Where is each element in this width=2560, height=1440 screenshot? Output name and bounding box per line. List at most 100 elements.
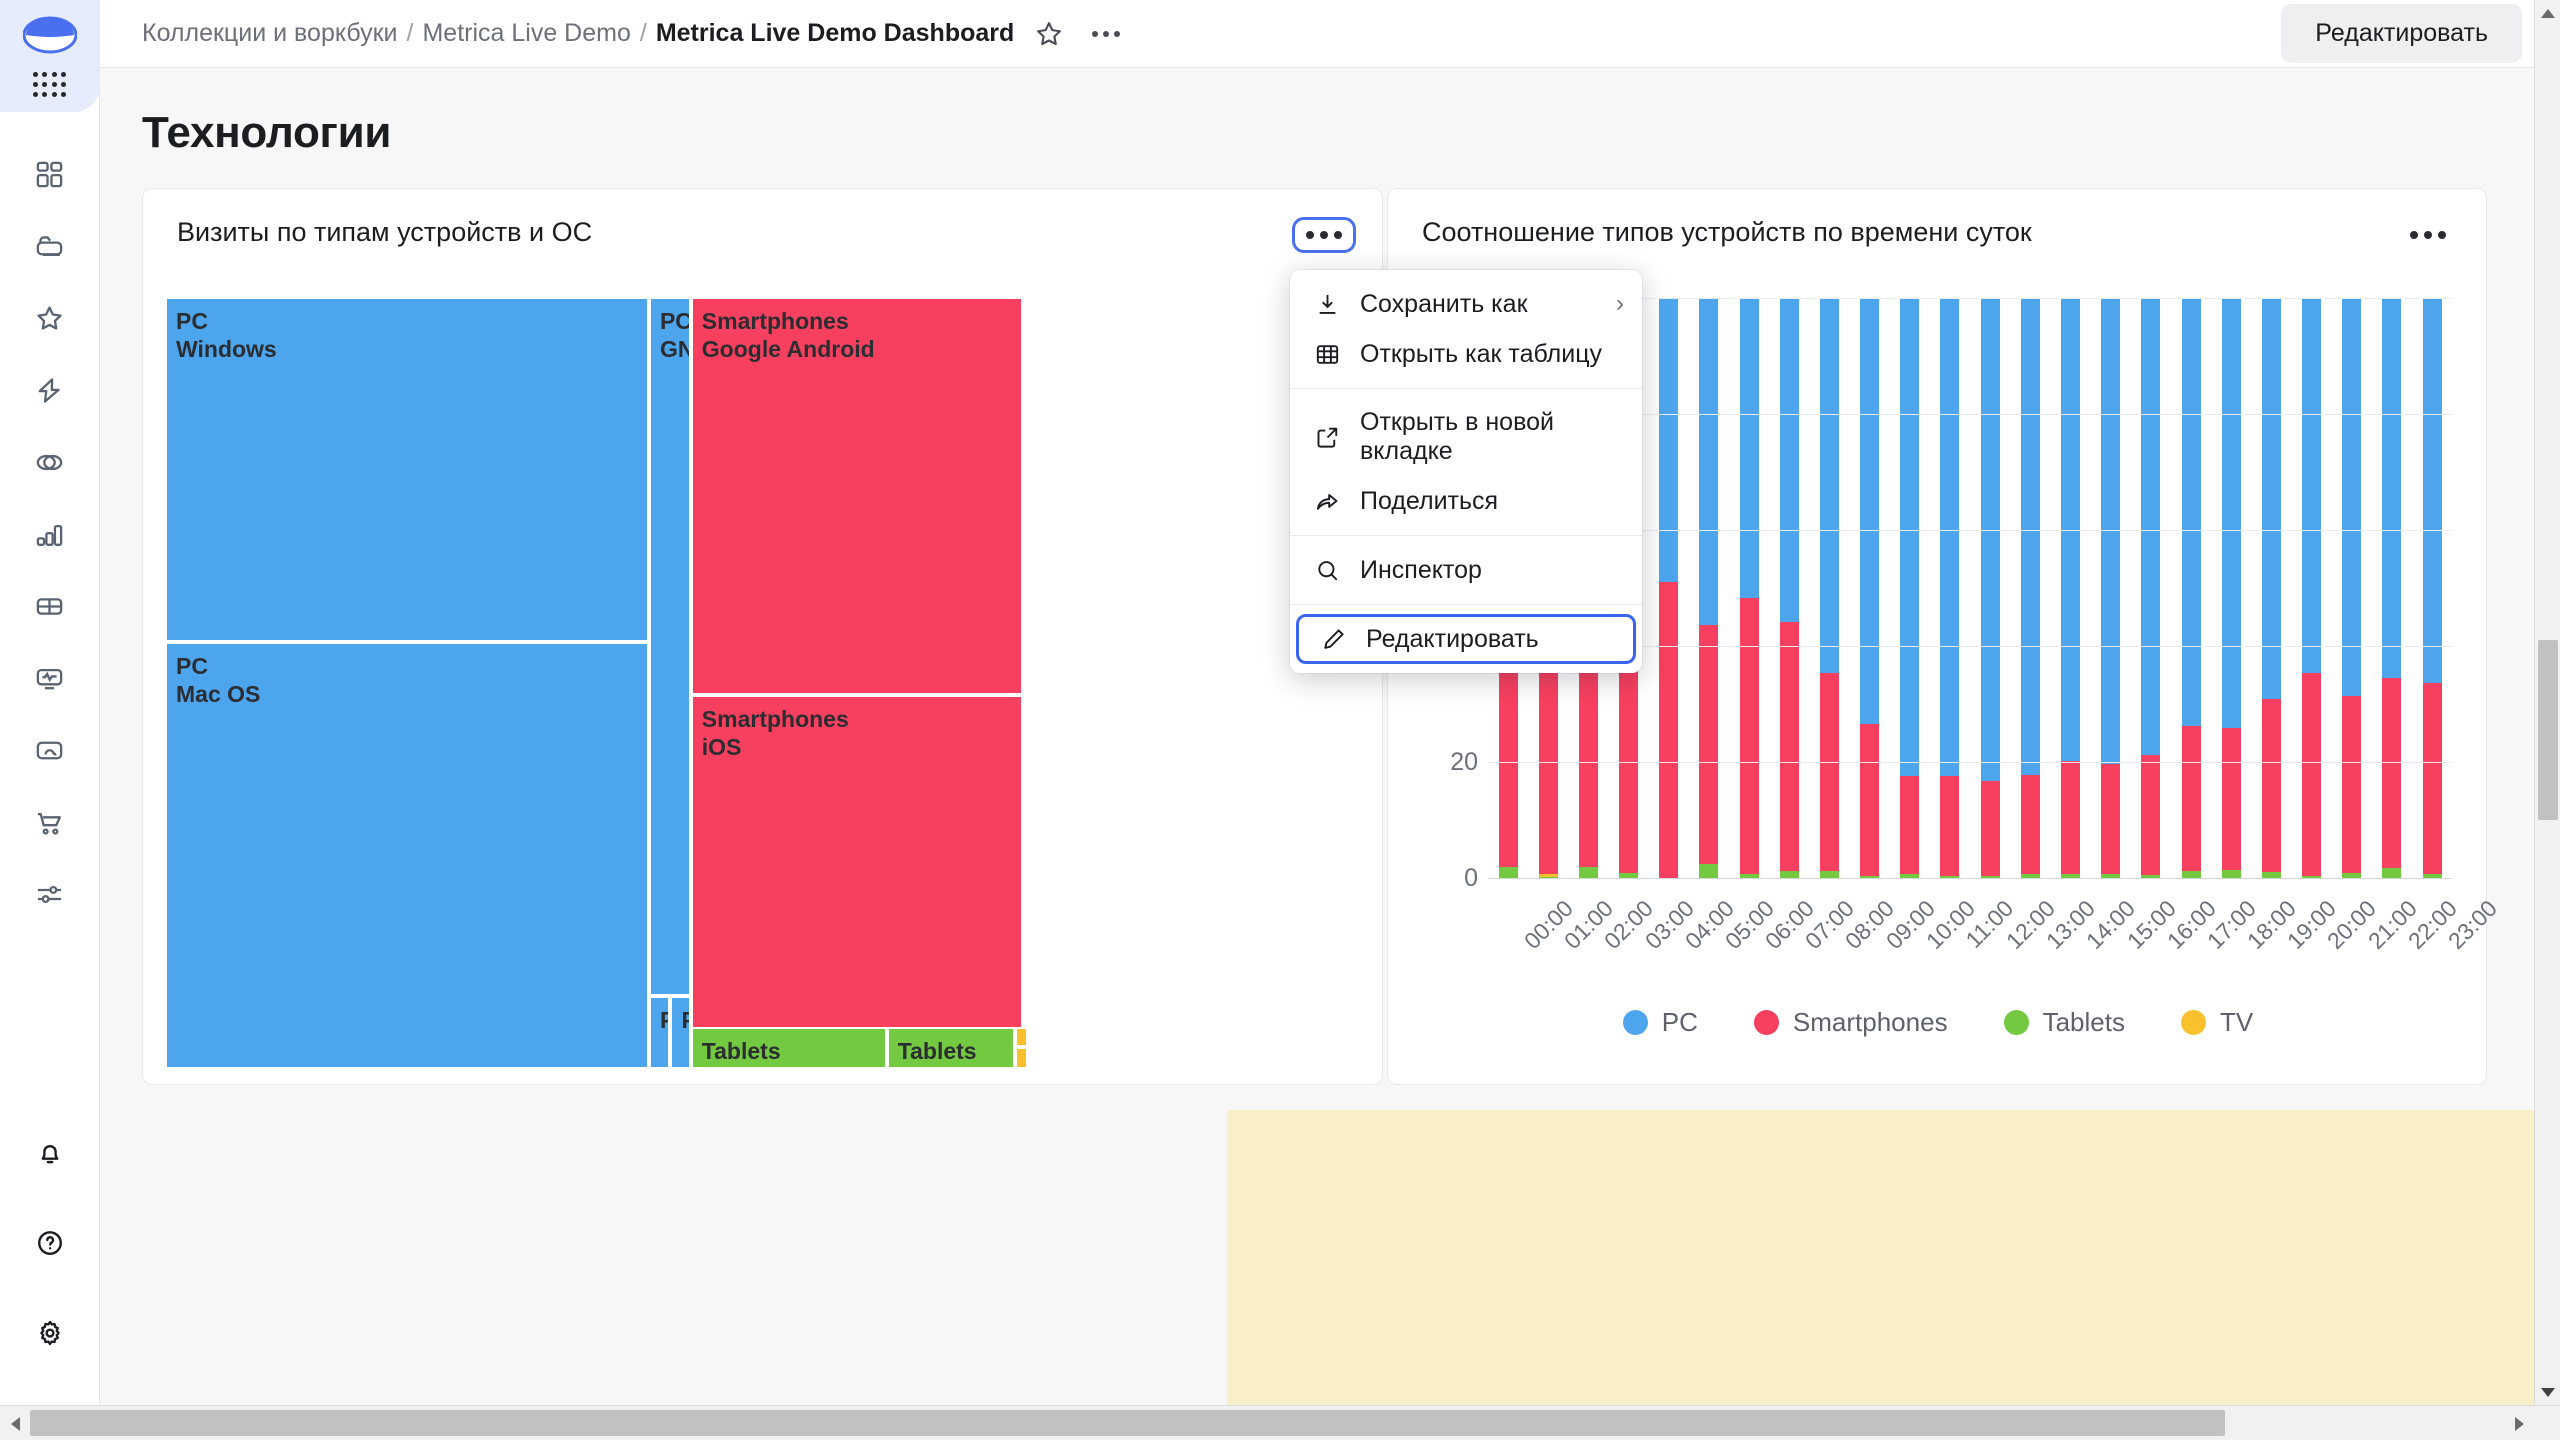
bar-segment-pc[interactable] <box>1980 299 2000 781</box>
bar-segment-sp[interactable] <box>1900 776 1920 874</box>
bar-column[interactable] <box>1850 299 1890 879</box>
menu-item[interactable]: Открыть в новой вкладке <box>1290 398 1642 476</box>
bar-segment-tb[interactable] <box>2141 874 2161 879</box>
bar-segment-pc[interactable] <box>2181 299 2201 726</box>
bar-segment-tb[interactable] <box>2382 867 2402 879</box>
menu-item[interactable]: Открыть как таблицу <box>1290 329 1642 379</box>
legend-item[interactable]: Tablets <box>2003 1007 2125 1038</box>
widget-menu-button[interactable] <box>1292 217 1356 253</box>
menu-item[interactable]: Инспектор <box>1290 545 1642 595</box>
stacked-bar[interactable] <box>1900 299 1920 879</box>
bar-segment-tb[interactable] <box>1940 876 1960 879</box>
bar-column[interactable] <box>1649 299 1689 879</box>
scroll-down-arrow[interactable] <box>2535 1379 2560 1405</box>
bar-segment-tb[interactable] <box>1578 867 1598 879</box>
bar-segment-pc[interactable] <box>1940 299 1960 776</box>
sidebar-item-datasets[interactable] <box>14 426 86 498</box>
bar-segment-sp[interactable] <box>1860 724 1880 877</box>
bar-column[interactable] <box>1769 299 1809 879</box>
sidebar-item-settings-sliders[interactable] <box>14 858 86 930</box>
treemap-tile[interactable]: Smartphones iOS <box>690 694 1023 1069</box>
breadcrumb-item-collections[interactable]: Коллекции и воркбуки <box>142 19 398 47</box>
bar-segment-tb[interactable] <box>2221 870 2241 879</box>
bar-segment-tb[interactable] <box>1538 876 1558 879</box>
bar-column[interactable] <box>2291 299 2331 879</box>
bar-segment-tb[interactable] <box>2302 876 2322 879</box>
vertical-scroll-thumb[interactable] <box>2538 640 2558 820</box>
bar-segment-tb[interactable] <box>1739 874 1759 879</box>
sidebar-item-marketplace[interactable] <box>14 786 86 858</box>
bar-segment-pc[interactable] <box>2141 299 2161 755</box>
sidebar-item-monitoring[interactable] <box>14 642 86 714</box>
bar-segment-tb[interactable] <box>2342 873 2362 879</box>
bar-segment-pc[interactable] <box>2422 299 2442 683</box>
bar-segment-sp[interactable] <box>2342 696 2362 874</box>
bar-segment-pc[interactable] <box>1699 299 1719 625</box>
bar-segment-sp[interactable] <box>2221 727 2241 871</box>
stacked-bar[interactable] <box>2382 299 2402 879</box>
stacked-bar[interactable] <box>2422 299 2442 879</box>
bar-column[interactable] <box>2171 299 2211 879</box>
ellipsis-icon[interactable] <box>1086 25 1126 43</box>
bar-segment-pc[interactable] <box>2261 299 2281 699</box>
bar-segment-tb[interactable] <box>2060 873 2080 879</box>
bar-segment-tb[interactable] <box>2020 873 2040 879</box>
stacked-bar[interactable] <box>2221 299 2241 879</box>
bar-segment-tb[interactable] <box>1619 873 1639 879</box>
datalens-logo-icon[interactable] <box>22 12 77 58</box>
bar-segment-pc[interactable] <box>1819 299 1839 673</box>
bar-segment-sp[interactable] <box>1699 624 1719 864</box>
legend-item[interactable]: PC <box>1622 1007 1698 1038</box>
bar-segment-pc[interactable] <box>2101 299 2121 765</box>
sidebar-item-notifications[interactable] <box>14 1117 86 1189</box>
bar-column[interactable] <box>1890 299 1930 879</box>
bar-segment-pc[interactable] <box>2020 299 2040 776</box>
treemap-tile[interactable]: TV <box>1014 1026 1028 1048</box>
sidebar-item-dashboards[interactable] <box>14 138 86 210</box>
bar-segment-sp[interactable] <box>2181 725 2201 871</box>
bar-column[interactable] <box>1970 299 2010 879</box>
bar-segment-tb[interactable] <box>1699 863 1719 879</box>
bar-segment-tb[interactable] <box>1860 876 1880 879</box>
bar-segment-sp[interactable] <box>2302 672 2322 877</box>
stacked-bar[interactable] <box>2141 299 2161 879</box>
treemap-tile[interactable]: PCGNU… <box>648 297 691 996</box>
bar-segment-pc[interactable] <box>2382 299 2402 678</box>
bar-segment-tb[interactable] <box>1900 873 1920 879</box>
stacked-bar[interactable] <box>2060 299 2080 879</box>
bar-segment-sp[interactable] <box>2382 677 2402 868</box>
bar-column[interactable] <box>2332 299 2372 879</box>
bar-column[interactable] <box>2372 299 2412 879</box>
bar-segment-pc[interactable] <box>1739 299 1759 599</box>
sidebar-item-charts[interactable] <box>14 498 86 570</box>
treemap-tile[interactable]: PC Mac OS <box>165 642 649 1069</box>
legend-item[interactable]: TV <box>2180 1007 2253 1038</box>
bar-segment-tv[interactable] <box>1538 873 1558 877</box>
treemap-tile[interactable]: PC <box>670 995 691 1069</box>
apps-grid-icon[interactable] <box>32 72 67 98</box>
sidebar-item-settings[interactable] <box>14 1297 86 1369</box>
stacked-bar[interactable] <box>1779 299 1799 879</box>
bar-segment-tb[interactable] <box>2422 874 2442 879</box>
stacked-bar[interactable] <box>1819 299 1839 879</box>
bar-segment-tb[interactable] <box>1779 871 1799 879</box>
bar-segment-sp[interactable] <box>1659 582 1679 878</box>
horizontal-scroll-thumb[interactable] <box>30 1410 2225 1436</box>
edit-button[interactable]: Редактировать <box>2281 4 2522 63</box>
legend-item[interactable]: Smartphones <box>1753 1007 1948 1038</box>
bar-column[interactable] <box>1930 299 1970 879</box>
bar-segment-pc[interactable] <box>2302 299 2322 673</box>
bar-segment-tb[interactable] <box>1980 875 2000 879</box>
bar-column[interactable] <box>1809 299 1849 879</box>
bar-segment-sp[interactable] <box>1538 612 1558 874</box>
bar-segment-sp[interactable] <box>1739 598 1759 875</box>
stacked-bar[interactable] <box>2020 299 2040 879</box>
star-outline-icon[interactable] <box>1034 19 1064 49</box>
menu-item[interactable]: Редактировать <box>1296 614 1636 664</box>
bar-segment-sp[interactable] <box>1980 781 2000 876</box>
bar-segment-tb[interactable] <box>2261 872 2281 879</box>
bar-segment-pc[interactable] <box>2221 299 2241 728</box>
bar-column[interactable] <box>2412 299 2452 879</box>
scroll-left-arrow[interactable] <box>0 1406 30 1440</box>
widget-menu-button[interactable] <box>2396 217 2460 253</box>
